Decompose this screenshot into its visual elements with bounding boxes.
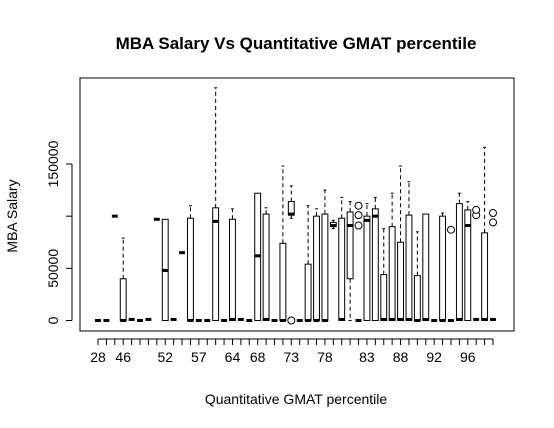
box-42 bbox=[439, 212, 447, 322]
box-9 bbox=[161, 218, 169, 321]
box-body bbox=[464, 209, 472, 321]
x-tick-label: 96 bbox=[460, 349, 476, 365]
y-tick-label: 150000 bbox=[45, 140, 61, 187]
box-body bbox=[455, 203, 463, 321]
x-tick-label: 88 bbox=[393, 349, 409, 365]
box-30 bbox=[338, 196, 346, 321]
outlier-point bbox=[354, 211, 363, 220]
box-body bbox=[212, 207, 220, 322]
x-tick-label: 92 bbox=[426, 349, 442, 365]
boxes-group bbox=[95, 87, 497, 325]
x-tick-label: 28 bbox=[90, 349, 106, 365]
box-body bbox=[313, 215, 320, 322]
box-38 bbox=[405, 181, 413, 321]
x-tick-label: 73 bbox=[284, 349, 300, 365]
box-body bbox=[321, 213, 329, 321]
box-43 bbox=[446, 225, 455, 322]
box-21 bbox=[262, 207, 270, 321]
box-33 bbox=[363, 203, 371, 322]
box-body bbox=[229, 218, 236, 321]
box-20 bbox=[254, 192, 262, 321]
box-39 bbox=[413, 231, 421, 322]
box-46 bbox=[472, 205, 481, 321]
box-4 bbox=[119, 237, 127, 322]
plot-frame bbox=[79, 77, 515, 332]
box-44 bbox=[455, 192, 463, 321]
box-24 bbox=[287, 185, 296, 325]
box-15 bbox=[212, 87, 220, 322]
box-body bbox=[405, 214, 413, 321]
box-47 bbox=[481, 146, 489, 321]
outlier-point bbox=[489, 209, 497, 218]
x-axis-label: Quantitative GMAT percentile bbox=[205, 391, 388, 407]
x-tick-label: 83 bbox=[359, 349, 375, 365]
box-body bbox=[413, 275, 421, 321]
box-26 bbox=[304, 205, 312, 322]
x-tick-label: 64 bbox=[225, 349, 241, 365]
box-body bbox=[481, 232, 489, 321]
box-17 bbox=[229, 208, 236, 321]
box-32 bbox=[354, 201, 363, 322]
y-axis: 0 50000 150000 bbox=[45, 140, 73, 324]
y-tick-label: 50000 bbox=[45, 249, 61, 288]
box-body bbox=[380, 274, 388, 321]
box-body bbox=[338, 217, 346, 321]
x-axis: 28 46 52 57 64 68 73 78 83 88 92 96 bbox=[90, 338, 494, 365]
box-35 bbox=[380, 228, 388, 321]
x-tick-label: 57 bbox=[191, 349, 207, 365]
box-body bbox=[346, 211, 354, 280]
box-body bbox=[388, 226, 396, 322]
box-27 bbox=[313, 208, 320, 322]
box-body bbox=[363, 215, 371, 322]
box-28 bbox=[321, 189, 329, 322]
box-body bbox=[304, 263, 312, 322]
box-45 bbox=[464, 201, 472, 321]
chart-title: MBA Salary Vs Quantitative GMAT percenti… bbox=[116, 34, 477, 53]
box-36 bbox=[388, 192, 396, 322]
outlier-point bbox=[354, 221, 363, 230]
box-body bbox=[279, 242, 287, 321]
box-body bbox=[397, 241, 404, 321]
x-tick-label: 78 bbox=[317, 349, 333, 365]
y-tick-label: 0 bbox=[45, 316, 61, 324]
box-37 bbox=[397, 165, 404, 321]
y-axis-label: MBA Salary bbox=[4, 179, 20, 252]
outlier-point bbox=[446, 225, 455, 234]
box-31 bbox=[346, 201, 354, 321]
box-body bbox=[187, 217, 194, 321]
outlier-point bbox=[489, 218, 497, 227]
outlier-point bbox=[472, 205, 481, 214]
box-34 bbox=[371, 196, 379, 321]
box-body bbox=[262, 213, 270, 321]
x-tick-label: 68 bbox=[250, 349, 266, 365]
x-tick-label: 52 bbox=[157, 349, 173, 365]
box-40 bbox=[422, 213, 430, 321]
box-body bbox=[439, 215, 447, 322]
box-48 bbox=[489, 209, 497, 321]
box-12 bbox=[187, 205, 194, 322]
box-body bbox=[371, 208, 379, 321]
outlier-point bbox=[354, 201, 363, 210]
x-tick-label: 46 bbox=[115, 349, 131, 365]
box-29 bbox=[329, 219, 337, 230]
box-body bbox=[119, 278, 127, 321]
box-body bbox=[422, 213, 430, 321]
outlier-point bbox=[287, 316, 296, 325]
box-23 bbox=[279, 165, 287, 322]
